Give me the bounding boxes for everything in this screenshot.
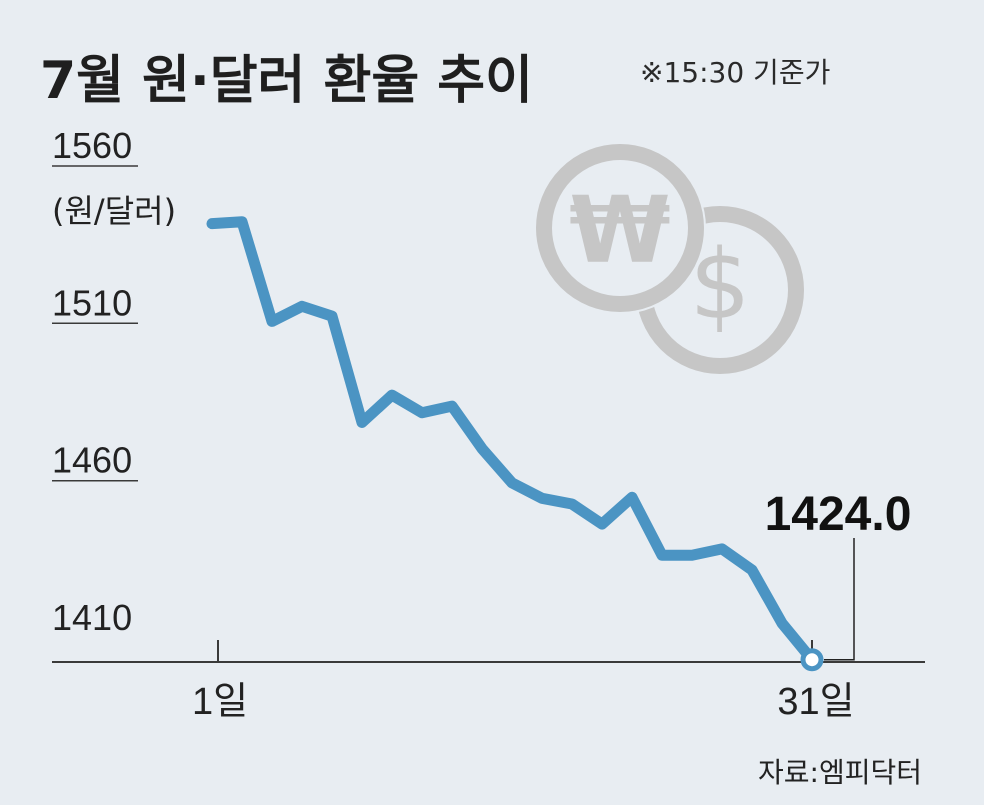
base-time-note: ※15:30 기준가 xyxy=(640,56,830,89)
y-tick-label: 1460 xyxy=(52,440,132,481)
y-tick-label: 1510 xyxy=(52,282,132,323)
x-axis: 1일 31일 xyxy=(192,640,855,723)
y-tick-label: 1560 xyxy=(52,125,132,166)
series-layer xyxy=(206,216,824,672)
y-tick-label: 1410 xyxy=(52,597,132,638)
end-value-label: 1424.0 xyxy=(765,488,912,541)
source-label: 자료:엠피닥터 xyxy=(758,756,922,789)
y-axis-unit-label: (원/달러) xyxy=(52,192,176,230)
end-value-callout: 1424.0 xyxy=(765,488,912,661)
chart-title: 7월 원·달러 환율 추이 xyxy=(40,51,533,111)
x-tick-label: 1일 xyxy=(192,681,248,723)
won-coin-icon: ₩ xyxy=(534,142,706,314)
x-tick-label: 31일 xyxy=(777,681,854,723)
y-axis: 1560 1510 1460 1410 xyxy=(52,125,138,638)
svg-text:₩: ₩ xyxy=(569,177,670,284)
callout-leader xyxy=(824,538,855,661)
end-point-marker xyxy=(800,648,824,672)
